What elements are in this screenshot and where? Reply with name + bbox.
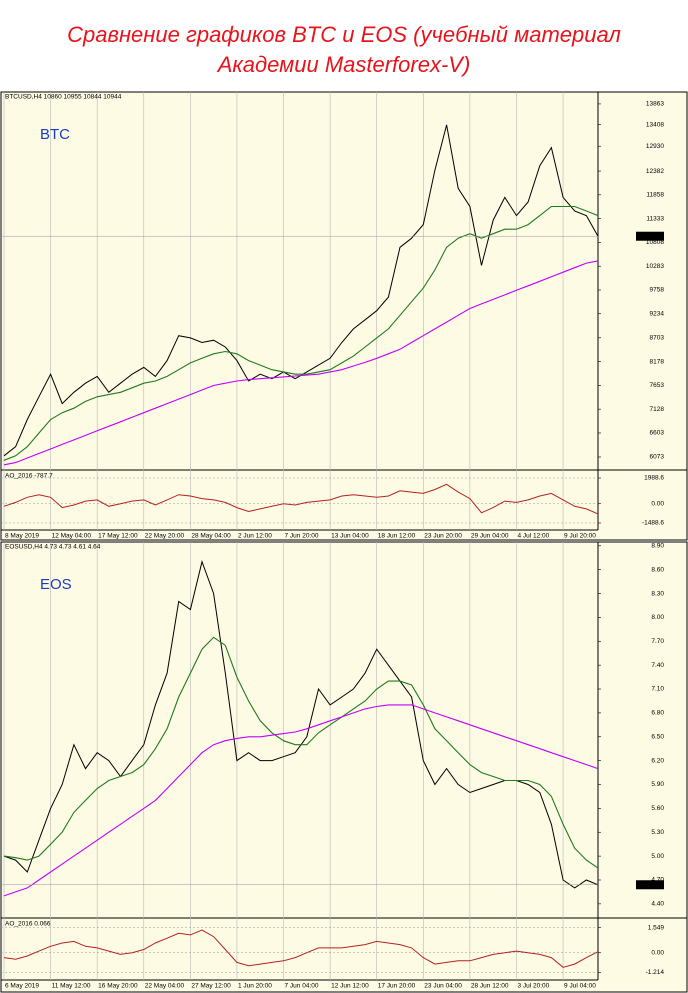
legend-text: BTCUSD,H4 10860 10955 10844 10944: [5, 94, 122, 101]
x-tick-label: 6 May 2019: [5, 983, 39, 990]
x-tick-label: 12 May 04:00: [52, 533, 92, 540]
y-tick-label: 0.00: [651, 500, 664, 507]
series-line: [3, 260, 599, 466]
y-tick-label: 8.30: [651, 590, 664, 597]
y-tick-label: 0.00: [651, 949, 664, 956]
btc-panel: [0, 91, 688, 541]
price-tag: [636, 880, 664, 890]
x-tick-label: 1 Jun 20:00: [238, 983, 272, 990]
y-tick-label: 5.90: [651, 781, 664, 788]
y-tick-label: -1488.6: [642, 520, 664, 527]
x-tick-label: 2 Jun 12:00: [238, 533, 272, 540]
price-tag: [636, 231, 664, 241]
title-line: Сравнение графиков BTC и EOS (учебный ма…: [67, 22, 621, 47]
x-tick-label: 28 Jun 12:00: [471, 983, 509, 990]
x-tick-label: 22 May 04:00: [145, 983, 185, 990]
y-tick-label: 6.80: [651, 710, 664, 717]
y-tick-label: 8.00: [651, 614, 664, 621]
y-tick-label: 6.50: [651, 733, 664, 740]
x-tick-label: 28 May 04:00: [191, 533, 231, 540]
y-tick-label: 9758: [650, 287, 665, 294]
x-tick-label: 29 Jun 04:00: [471, 533, 509, 540]
x-tick-label: 3 Jul 20:00: [517, 983, 549, 990]
series-line: [3, 704, 599, 897]
x-tick-label: 22 May 20:00: [145, 533, 185, 540]
y-tick-label: 11858: [646, 192, 664, 199]
instrument-label: BTC: [40, 126, 70, 143]
y-tick-label: 7653: [650, 382, 665, 389]
y-tick-label: 1988.6: [644, 475, 664, 482]
series-line: [3, 929, 599, 968]
series-line: [3, 205, 599, 461]
price-tag-label: 4.64: [649, 881, 662, 888]
x-tick-label: 23 Jun 20:00: [424, 533, 462, 540]
y-tick-label: 7128: [650, 406, 665, 413]
y-tick-label: 10808: [646, 239, 664, 246]
x-tick-label: 9 Jul 20:00: [564, 533, 596, 540]
y-tick-label: 13408: [646, 121, 664, 128]
y-tick-label: 9234: [650, 310, 665, 317]
y-tick-label: 7.40: [651, 662, 664, 669]
x-tick-label: 23 Jun 04:00: [424, 983, 462, 990]
y-tick-label: 8178: [650, 358, 665, 365]
instrument-label: EOS: [40, 576, 72, 593]
x-tick-label: 17 May 12:00: [98, 533, 138, 540]
title-line: Академии Masterforex-V): [216, 52, 471, 77]
x-tick-label: 8 May 2019: [5, 533, 39, 540]
legend-text: AO_2016 -787.7: [5, 473, 53, 480]
x-tick-label: 16 May 20:00: [98, 983, 138, 990]
y-tick-label: 13863: [646, 101, 664, 108]
y-tick-label: 7.10: [651, 686, 664, 693]
y-tick-label: 5.30: [651, 829, 664, 836]
x-tick-label: 7 Jun 04:00: [285, 983, 319, 990]
y-tick-label: 6073: [650, 454, 665, 461]
y-tick-label: 1.549: [648, 924, 665, 931]
eos-panel: [0, 541, 688, 993]
legend-text: EOSUSD,H4 4.73 4.73 4.61 4.64: [5, 544, 101, 551]
legend-text: AO_2016 0.066: [5, 921, 51, 928]
x-tick-label: 27 May 12:00: [191, 983, 231, 990]
x-tick-label: 13 Jun 04:00: [331, 533, 369, 540]
x-tick-label: 12 Jun 12:00: [331, 983, 369, 990]
y-tick-label: 8.60: [651, 566, 664, 573]
y-tick-label: 12382: [646, 168, 664, 175]
y-tick-label: 4.40: [651, 901, 664, 908]
y-tick-label: 8703: [650, 335, 665, 342]
y-tick-label: 8.90: [651, 543, 664, 550]
series-line: [3, 636, 599, 869]
y-tick-label: 6.20: [651, 757, 664, 764]
y-tick-label: 5.00: [651, 853, 664, 860]
x-tick-label: 7 Jun 20:00: [285, 533, 319, 540]
y-tick-label: 6603: [650, 430, 665, 437]
x-tick-label: 17 Jun 20:00: [378, 983, 416, 990]
y-tick-label: 10283: [646, 263, 664, 270]
x-tick-label: 11 May 12:00: [52, 983, 91, 990]
y-tick-label: 4.70: [651, 877, 664, 884]
y-tick-label: -1.214: [646, 969, 665, 976]
y-tick-label: 12930: [646, 143, 664, 150]
y-tick-label: 5.60: [651, 805, 664, 812]
y-tick-label: 7.70: [651, 638, 664, 645]
y-tick-label: 11333: [646, 215, 664, 222]
x-tick-label: 9 Jul 04:00: [564, 983, 596, 990]
series-line: [3, 483, 599, 515]
price-tag-label: 10944: [644, 233, 662, 240]
x-tick-label: 4 Jul 12:00: [517, 533, 549, 540]
x-tick-label: 18 Jun 12:00: [378, 533, 416, 540]
